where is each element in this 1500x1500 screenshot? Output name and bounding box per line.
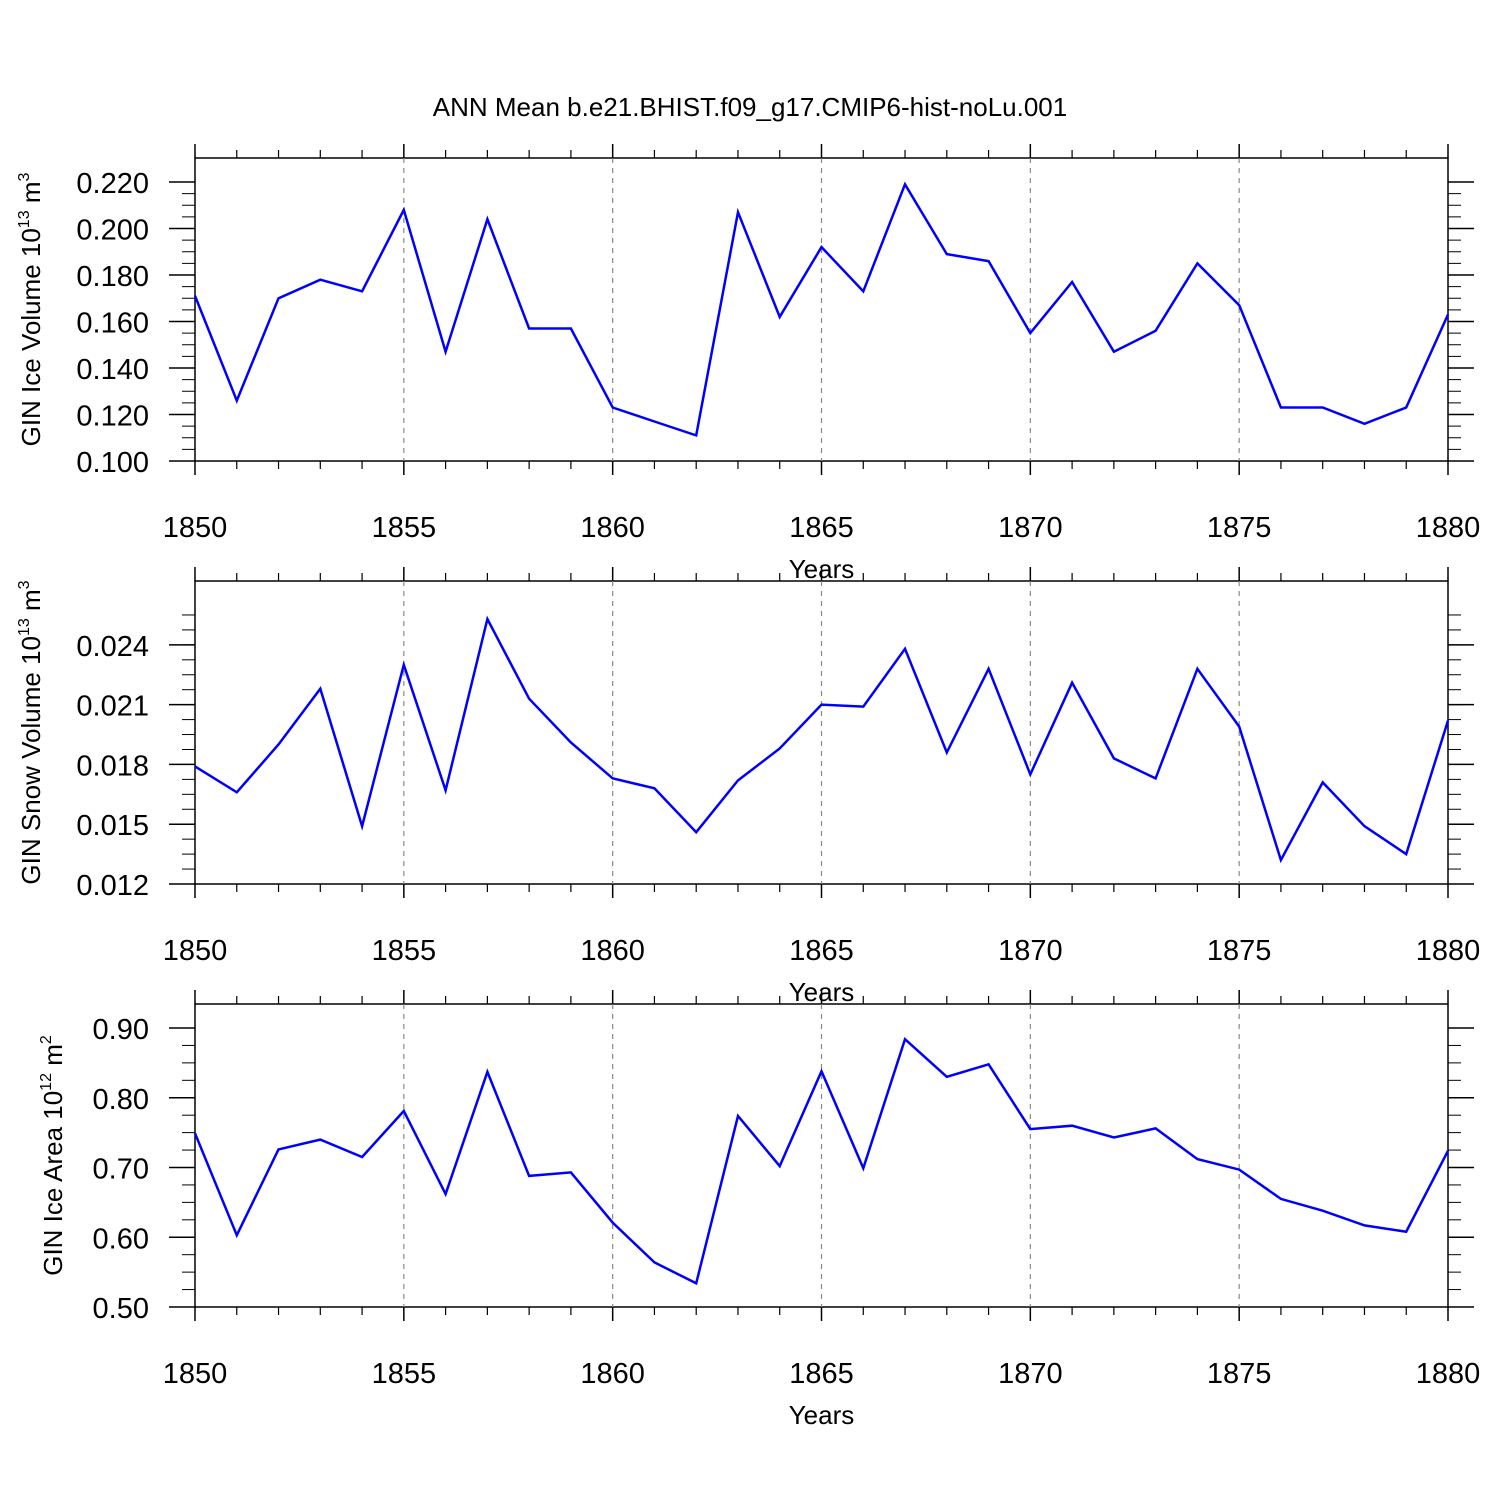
y-label-exponent: 13 bbox=[16, 618, 33, 636]
x-tick-label: 1850 bbox=[163, 1358, 228, 1390]
y-tick-label: 0.60 bbox=[93, 1223, 149, 1255]
y-tick-label: 0.90 bbox=[93, 1014, 149, 1046]
y-label-unit-exponent: 2 bbox=[38, 1035, 55, 1044]
y-tick-label: 0.012 bbox=[76, 870, 149, 902]
y-label-exponent: 12 bbox=[38, 1073, 55, 1091]
y-tick-label: 0.100 bbox=[76, 447, 149, 479]
x-tick-label: 1880 bbox=[1416, 512, 1481, 544]
y-tick-label: 0.015 bbox=[76, 810, 149, 842]
y-tick-label: 0.180 bbox=[76, 261, 149, 293]
x-tick-label: 1880 bbox=[1416, 935, 1481, 967]
y-tick-label: 0.200 bbox=[76, 215, 149, 247]
y-label-exponent: 13 bbox=[16, 210, 33, 228]
y-label-text: GIN Snow Volume 10 bbox=[16, 636, 46, 885]
y-axis-label: GIN Snow Volume 1013 m3 bbox=[16, 580, 46, 884]
y-tick-label: 0.021 bbox=[76, 691, 149, 723]
data-series-line bbox=[194, 615, 1450, 864]
data-series-line bbox=[193, 1036, 1450, 1286]
x-tick-label: 1865 bbox=[789, 512, 854, 544]
x-tick-label: 1875 bbox=[1207, 512, 1272, 544]
x-tick-label: 1870 bbox=[998, 512, 1063, 544]
x-tick-label: 1860 bbox=[580, 512, 645, 544]
y-label-unit: m bbox=[38, 1044, 68, 1073]
y-label-text: GIN Ice Area 10 bbox=[38, 1091, 68, 1276]
x-tick-label: 1855 bbox=[372, 935, 437, 967]
x-tick-label: 1865 bbox=[789, 1358, 854, 1390]
chart-panel-2: 1850 1855 1860 1865 1870 1875 1880 0.012 0.015 0.… bbox=[16, 567, 1480, 1007]
x-tick-label: 1870 bbox=[998, 1358, 1063, 1390]
y-tick-label: 0.160 bbox=[76, 308, 149, 340]
y-tick-label: 0.220 bbox=[76, 168, 149, 200]
x-tick-label: 1860 bbox=[580, 1358, 645, 1390]
y-label-text: GIN Ice Volume 10 bbox=[16, 228, 46, 446]
x-tick-label: 1865 bbox=[789, 935, 854, 967]
y-label-unit-exponent: 3 bbox=[16, 172, 33, 181]
x-tick-label: 1850 bbox=[163, 935, 228, 967]
x-tick-label: 1860 bbox=[580, 935, 645, 967]
chart-title: ANN Mean b.e21.BHIST.f09_g17.CMIP6-hist-… bbox=[432, 92, 1068, 122]
y-tick-label: 0.024 bbox=[76, 631, 149, 663]
y-tick-label: 0.120 bbox=[76, 401, 149, 433]
y-tick-label: 0.50 bbox=[93, 1293, 149, 1325]
x-tick-label: 1875 bbox=[1207, 1358, 1272, 1390]
y-tick-label: 0.70 bbox=[93, 1154, 149, 1186]
x-tick-label: 1875 bbox=[1207, 935, 1272, 967]
y-tick-label: 0.80 bbox=[93, 1084, 149, 1116]
x-tick-label: 1870 bbox=[998, 935, 1063, 967]
y-tick-label: 0.018 bbox=[76, 750, 149, 782]
y-axis-label: GIN Ice Area 1012 m2 bbox=[38, 1035, 68, 1276]
chart-panel-1: 1850 1855 1860 1865 1870 1875 1880 0.100 0.120 0.… bbox=[16, 144, 1480, 584]
y-label-unit: m bbox=[16, 589, 46, 618]
y-tick-label: 0.140 bbox=[76, 354, 149, 386]
y-axis-label: GIN Ice Volume 1013 m3 bbox=[16, 172, 46, 446]
x-tick-label: 1850 bbox=[163, 512, 228, 544]
chart-panel-3: 1850 1855 1860 1865 1870 1875 1880 0.50 0.60 0.70… bbox=[38, 990, 1480, 1430]
x-tick-label: 1855 bbox=[372, 1358, 437, 1390]
x-axis-label: Years bbox=[789, 1400, 855, 1430]
y-label-unit: m bbox=[16, 181, 46, 210]
x-tick-label: 1855 bbox=[372, 512, 437, 544]
x-tick-label: 1880 bbox=[1416, 1358, 1481, 1390]
y-label-unit-exponent: 3 bbox=[16, 580, 33, 589]
